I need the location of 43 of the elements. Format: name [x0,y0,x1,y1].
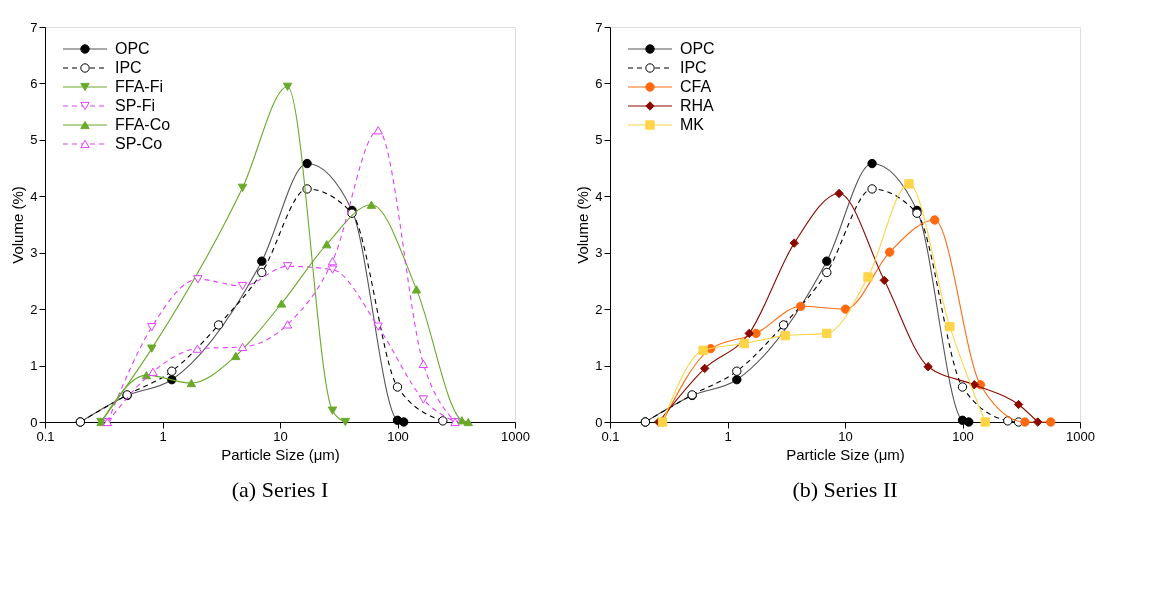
text: (b) Series II [792,477,898,502]
y-tick-label: 7 [595,19,603,35]
y-tick-label: 5 [595,132,603,148]
y-tick-label: 2 [595,301,603,317]
legend-label: IPC [680,59,707,76]
text: (a) Series I [231,477,329,502]
legend-label: SP-Fi [115,97,155,114]
y-tick-label: 5 [30,132,38,148]
y-tick-label: 6 [595,75,603,91]
y-tick-label: 0 [595,414,603,430]
y-tick-label: 4 [595,188,603,204]
y-tick-label: 6 [30,75,38,91]
x-tick-label: 100 [952,428,974,444]
y-tick-label: 1 [30,358,38,374]
y-axis-title: Volume (%) [9,186,27,264]
y-tick-label: 2 [30,301,38,317]
legend-label: FFA-Fi [115,78,163,95]
y-tick-label: 7 [30,19,38,35]
x-tick-label: 1000 [501,428,530,444]
legend-label: MK [680,116,705,133]
x-tick-label: 100 [387,428,409,444]
y-tick-label: 3 [30,245,38,261]
legend-label: SP-Co [115,135,163,152]
legend-label: OPC [115,40,150,57]
x-tick-label: 10 [273,428,288,444]
x-axis-title: Particle Size (μm) [786,445,905,463]
x-tick-label: 1 [159,428,167,444]
x-tick-label: 1 [724,428,732,444]
x-axis-title: Particle Size (μm) [221,445,340,463]
y-axis-title: Volume (%) [574,186,592,264]
y-tick-label: 1 [595,358,603,374]
x-tick-label: 1000 [1066,428,1095,444]
legend-label: CFA [680,78,712,95]
y-tick-label: 0 [30,414,38,430]
x-tick-label: 0.1 [36,428,55,444]
x-tick-label: 0.1 [601,428,620,444]
legend-label: OPC [680,40,715,57]
y-tick-label: 3 [595,245,603,261]
legend-label: RHA [680,97,715,114]
legend-label: FFA-Co [115,116,171,133]
x-tick-label: 10 [838,428,853,444]
y-tick-label: 4 [30,188,38,204]
legend-label: IPC [115,59,142,76]
